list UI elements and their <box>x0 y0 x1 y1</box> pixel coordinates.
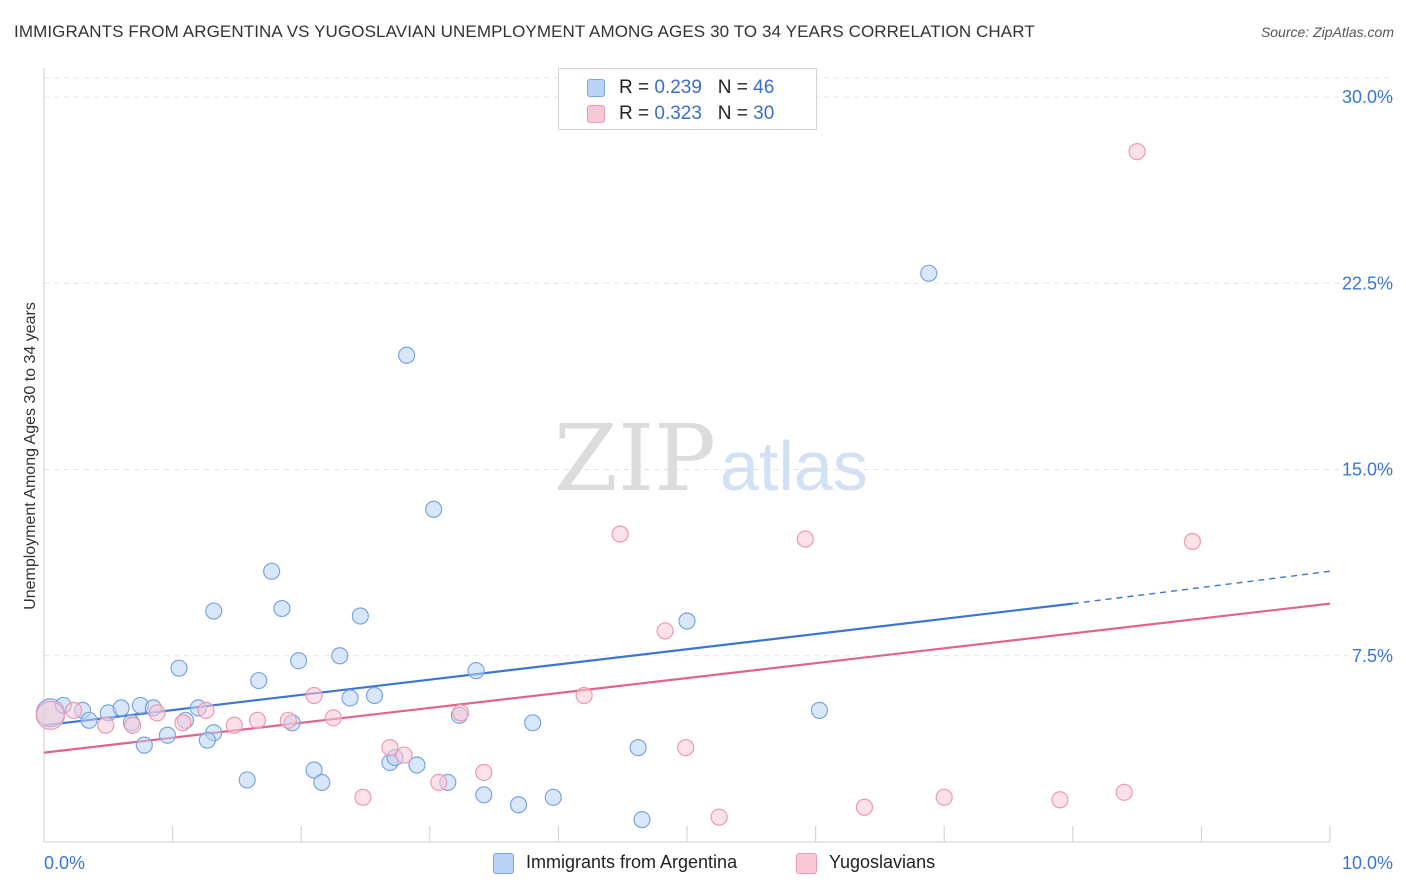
point-argentina-45 <box>920 264 938 282</box>
point-yugoslavians-23 <box>796 530 814 548</box>
series-name-yugoslavians: Yugoslavians <box>829 852 936 872</box>
n-label: N = <box>717 103 748 124</box>
point-yugoslavians-2 <box>97 716 115 734</box>
watermark-zip: ZIP <box>554 405 716 512</box>
point-argentina-20 <box>273 599 291 618</box>
point-argentina-27 <box>351 607 369 625</box>
point-argentina-22 <box>290 652 308 670</box>
point-yugoslavians-4 <box>148 704 166 722</box>
r-value-yugoslavians: 0.323 <box>654 103 702 124</box>
r-label: R = <box>619 77 650 98</box>
series-name-argentina: Immigrants from Argentina <box>526 852 738 872</box>
point-argentina-18 <box>250 671 268 690</box>
correlation-legend: R = 0.239 N = 46 R = 0.323 N = 30 <box>558 68 817 130</box>
watermark: ZIP atlas <box>554 405 868 512</box>
point-yugoslavians-22 <box>710 808 728 826</box>
point-yugoslavians-28 <box>1128 143 1146 161</box>
point-argentina-36 <box>467 662 485 680</box>
point-argentina-37 <box>475 786 493 804</box>
y-tick-label-2: 22.5% <box>1342 273 1393 293</box>
point-argentina-16 <box>198 731 216 749</box>
y-axis-label: Unemployment Among Ages 30 to 34 years <box>22 302 39 610</box>
point-yugoslavians-24 <box>855 798 874 816</box>
point-argentina-17 <box>238 771 256 789</box>
point-argentina-39 <box>524 714 542 732</box>
series-swatch-yugoslavians <box>796 853 817 874</box>
point-yugoslavians-7 <box>225 716 243 734</box>
point-argentina-11 <box>170 659 188 677</box>
point-yugoslavians-19 <box>611 525 629 543</box>
point-yugoslavians-29 <box>1183 532 1201 551</box>
watermark-atlas: atlas <box>720 427 868 505</box>
legend-swatch-argentina <box>587 79 605 97</box>
point-argentina-24 <box>313 773 331 792</box>
point-yugoslavians-20 <box>656 622 674 640</box>
legend-swatch-yugoslavians <box>587 105 605 123</box>
point-argentina-26 <box>341 689 359 707</box>
x-ticks <box>172 826 1331 842</box>
point-argentina-44 <box>810 701 829 719</box>
y-tick-label-0: 7.5% <box>1352 646 1393 666</box>
n-value-argentina: 46 <box>753 77 775 98</box>
point-argentina-19 <box>263 562 281 580</box>
n-value-yugoslavians: 30 <box>753 103 775 124</box>
point-yugoslavians-13 <box>381 739 399 757</box>
series-swatch-argentina <box>493 853 514 874</box>
point-yugoslavians-17 <box>475 763 493 782</box>
trend-line-argentina <box>43 602 1073 727</box>
point-yugoslavians-10 <box>305 686 323 705</box>
point-argentina-43 <box>678 612 696 630</box>
chart-title: IMMIGRANTS FROM ARGENTINA VS YUGOSLAVIAN… <box>14 22 1035 41</box>
point-argentina-25 <box>331 647 349 665</box>
point-yugoslavians-3 <box>124 716 142 734</box>
gridlines <box>44 77 1392 657</box>
point-yugoslavians-27 <box>1115 783 1133 801</box>
x-tick-label-0: 0.0% <box>44 853 85 873</box>
point-yugoslavians-21 <box>677 739 695 757</box>
x-tick-label-1: 10.0% <box>1342 853 1393 873</box>
point-yugoslavians-1 <box>64 701 83 719</box>
point-argentina-42 <box>633 811 651 829</box>
point-argentina-5 <box>112 699 130 717</box>
point-argentina-28 <box>365 686 384 705</box>
y-tick-labels: 7.5% 15.0% 22.5% 30.0% <box>1342 87 1393 666</box>
point-yugoslavians-8 <box>248 711 267 729</box>
point-argentina-41 <box>629 739 647 757</box>
point-yugoslavians-9 <box>279 711 297 729</box>
point-yugoslavians-5 <box>174 714 192 732</box>
point-yugoslavians-15 <box>430 773 448 792</box>
point-argentina-31 <box>408 756 426 774</box>
legend-stats-yugoslavians: R = 0.323 N = 30 <box>619 103 774 125</box>
point-argentina-32 <box>398 346 416 364</box>
point-argentina-38 <box>509 796 528 814</box>
point-yugoslavians-25 <box>935 788 953 806</box>
point-yugoslavians-12 <box>354 788 372 806</box>
n-label: N = <box>717 77 748 98</box>
y-tick-label-1: 15.0% <box>1342 460 1393 480</box>
point-argentina-40 <box>544 788 562 806</box>
data-points <box>35 143 1201 829</box>
point-yugoslavians-0 <box>35 700 66 730</box>
x-tick-labels: 0.0% 10.0% <box>44 853 1393 873</box>
point-argentina-10 <box>158 726 177 744</box>
point-yugoslavians-14 <box>395 746 413 764</box>
r-label: R = <box>619 103 650 124</box>
point-yugoslavians-6 <box>197 701 215 719</box>
point-argentina-3 <box>80 711 98 729</box>
point-argentina-23 <box>305 761 323 779</box>
legend-stats-argentina: R = 0.239 N = 46 <box>619 77 774 99</box>
point-yugoslavians-11 <box>324 709 342 727</box>
point-argentina-15 <box>205 602 223 620</box>
point-argentina-33 <box>425 500 443 518</box>
source-label: Source: ZipAtlas.com <box>1260 24 1394 40</box>
y-tick-label-3: 30.0% <box>1342 87 1393 107</box>
point-yugoslavians-18 <box>575 686 593 705</box>
r-value-argentina: 0.239 <box>654 77 702 98</box>
point-yugoslavians-26 <box>1051 791 1069 809</box>
point-argentina-8 <box>135 736 153 754</box>
point-yugoslavians-16 <box>452 704 470 722</box>
trend-line-extension-argentina <box>1072 570 1331 605</box>
